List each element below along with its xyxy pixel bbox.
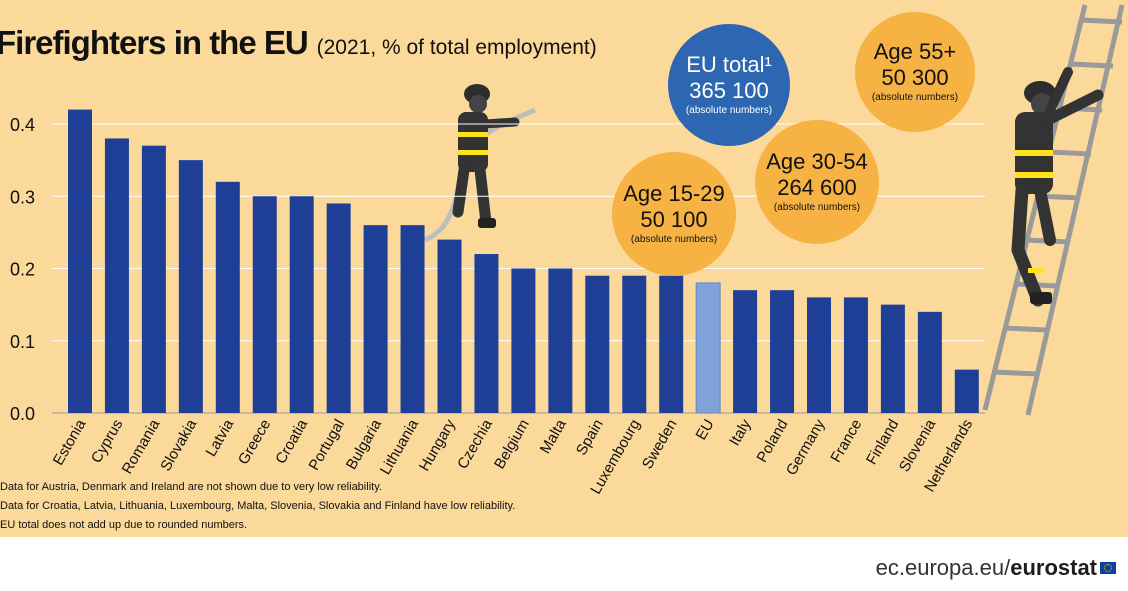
bar-bulgaria <box>363 225 388 413</box>
bar-poland <box>770 290 795 413</box>
source-footer: ec.europa.eu/eurostat <box>876 555 1116 581</box>
bar-belgium <box>511 268 536 413</box>
bar-hungary <box>437 239 462 413</box>
x-tick-label: Sweden <box>639 417 681 472</box>
bar-slovenia <box>917 311 942 413</box>
x-tick-label: Greece <box>235 417 274 468</box>
eu-total-label: EU total¹ <box>686 52 772 77</box>
chart-subtitle: (2021, % of total employment) <box>316 36 597 59</box>
footnote-2: Data for Croatia, Latvia, Lithuania, Lux… <box>0 500 516 512</box>
footnotes: Data for Austria, Denmark and Ireland ar… <box>0 478 515 535</box>
x-tick-label: France <box>827 417 865 466</box>
y-tick-label: 0.1 <box>10 332 35 352</box>
chart-panel: Firefighters in the EU (2021, % of total… <box>0 0 1128 537</box>
x-tick-label: Poland <box>753 417 791 466</box>
x-tick-label: Croatia <box>272 416 311 467</box>
chart-title-main: Firefighters in the EU <box>0 24 309 61</box>
x-tick-label: EU <box>692 417 717 444</box>
bar-romania <box>141 145 166 414</box>
bar-malta <box>548 268 573 413</box>
bar-lithuania <box>400 225 425 413</box>
x-tick-label: Portugal <box>305 417 348 474</box>
eu-total-note: (absolute numbers) <box>685 105 773 116</box>
bar-estonia <box>68 109 92 414</box>
bar-luxembourg <box>622 275 647 413</box>
age-15-29-bubble: Age 15-29 50 100 (absolute numbers) <box>612 152 736 276</box>
bar-czechia <box>474 254 499 413</box>
age-15-29-note: (absolute numbers) <box>630 234 718 245</box>
firefighter-climbing-icon <box>1011 67 1104 307</box>
age-15-29-label: Age 15-29 <box>623 181 725 206</box>
footnote-1: Data for Austria, Denmark and Ireland ar… <box>0 481 382 493</box>
bar-germany <box>807 297 831 413</box>
ladder-icon <box>982 4 1125 416</box>
firefighter-hose-icon <box>423 84 536 243</box>
age-55-plus-note: (absolute numbers) <box>871 92 959 103</box>
bar-cyprus <box>104 138 129 413</box>
x-tick-label: Spain <box>573 417 607 459</box>
bar-finland <box>880 304 905 413</box>
x-tick-label: Estonia <box>50 416 90 468</box>
age-15-29-value: 50 100 <box>640 207 708 232</box>
bar-eu <box>695 282 721 414</box>
bar-italy <box>733 290 758 413</box>
footer-domain: ec.europa.eu/ <box>875 555 1011 580</box>
age-55-plus-label: Age 55+ <box>873 39 957 64</box>
footer-brand: eurostat <box>1010 555 1097 580</box>
bar-croatia <box>289 196 314 413</box>
age-30-54-bubble: Age 30-54 264 600 (absolute numbers) <box>755 120 879 244</box>
eu-total-bubble: EU total¹ 365 100 (absolute numbers) <box>668 24 790 146</box>
y-tick-label: 0.2 <box>10 260 35 280</box>
footnote-3: EU total does not add up due to rounded … <box>0 519 248 531</box>
age-30-54-note: (absolute numbers) <box>773 202 861 213</box>
bar-slovakia <box>178 160 203 413</box>
bar-greece <box>252 196 277 413</box>
y-tick-label: 0.0 <box>10 404 35 424</box>
age-30-54-label: Age 30-54 <box>766 149 868 174</box>
bar-series <box>68 109 979 414</box>
x-tick-label: Belgium <box>491 417 533 472</box>
bar-spain <box>585 275 610 413</box>
bar-france <box>843 297 868 413</box>
x-tick-label: Slovakia <box>157 416 200 474</box>
y-axis-ticks: 0.0 0.1 0.2 0.3 0.4 <box>10 115 35 424</box>
age-30-54-value: 264 600 <box>777 175 857 200</box>
age-55-plus-value: 50 300 <box>881 65 949 90</box>
eu-total-value: 365 100 <box>689 78 769 103</box>
bar-portugal <box>326 203 351 413</box>
bar-chart: 0.00.10.20.30.4 EstoniaCyprusRomaniaSlov… <box>10 4 1125 497</box>
firefighter-illustrations <box>423 4 1125 416</box>
bar-netherlands <box>954 369 979 413</box>
x-tick-label: Malta <box>537 416 570 457</box>
x-tick-label: Hungary <box>416 416 459 474</box>
x-tick-label: Italy <box>726 416 755 449</box>
bar-latvia <box>215 181 240 413</box>
chart-title: Firefighters in the EU (2021, % of total… <box>0 24 597 62</box>
eu-flag-icon <box>1100 562 1116 574</box>
age-55-plus-bubble: Age 55+ 50 300 (absolute numbers) <box>855 12 975 132</box>
x-tick-label: Cyprus <box>88 417 126 467</box>
x-tick-label: Latvia <box>203 416 238 460</box>
y-tick-label: 0.3 <box>10 187 35 207</box>
y-tick-label: 0.4 <box>10 115 35 135</box>
bar-sweden <box>659 275 684 413</box>
x-tick-label: Finland <box>863 417 902 468</box>
